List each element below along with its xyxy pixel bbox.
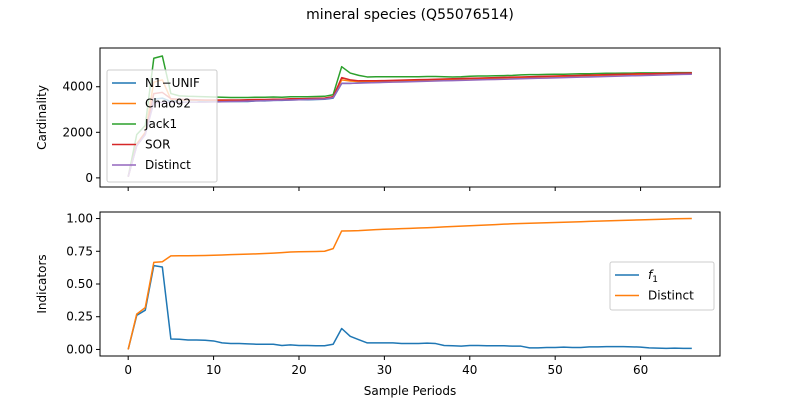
series-line-distinct bbox=[127, 217, 692, 350]
y-tick-label: 0.75 bbox=[66, 244, 93, 258]
legend-label-chao92: Chao92 bbox=[145, 97, 191, 111]
y-tick-label: 2000 bbox=[62, 125, 93, 139]
series-line-jack1 bbox=[127, 55, 692, 177]
series-line-sor bbox=[127, 72, 692, 177]
legend-box bbox=[106, 69, 218, 183]
legend-label-n1-unif: N1−UNIF bbox=[145, 76, 200, 90]
plot-frame bbox=[99, 47, 721, 188]
y-axis-title: Indicators bbox=[35, 254, 49, 313]
y-tick-label: 0 bbox=[85, 171, 93, 185]
y-tick-label: 1.00 bbox=[66, 212, 93, 226]
y-tick-label: 4000 bbox=[62, 80, 93, 94]
x-tick-label: 0 bbox=[124, 363, 132, 377]
x-axis-title: Sample Periods bbox=[364, 384, 456, 398]
legend-label-distinct: Distinct bbox=[648, 289, 694, 303]
legend-label-sor: SOR bbox=[145, 138, 170, 152]
legend-label-jack1: Jack1 bbox=[144, 117, 177, 131]
x-tick-label: 20 bbox=[291, 363, 306, 377]
series-line-distinct bbox=[127, 73, 692, 177]
y-tick-label: 0.25 bbox=[66, 310, 93, 324]
x-tick-label: 40 bbox=[462, 363, 477, 377]
legend: f1 Distinct bbox=[609, 261, 715, 311]
indicators-panel: 0 10 20 30 40 50 60 0.00 0.25 0.50 0.75 1.00 Indicat… bbox=[35, 211, 721, 398]
y-axis-title: Cardinality bbox=[35, 85, 49, 150]
x-tick-label: 30 bbox=[377, 363, 392, 377]
y-tick-label: 0.00 bbox=[66, 342, 93, 356]
x-tick-label: 50 bbox=[548, 363, 563, 377]
figure-title: mineral species (Q55076514) bbox=[306, 7, 514, 23]
legend: N1−UNIF Chao92 Jack1 SOR Distinct bbox=[106, 69, 218, 183]
cardinality-panel: 0 2000 4000 Cardinality N1−UNIF Chao92 Jack1 SO… bbox=[35, 47, 721, 191]
legend-label-distinct: Distinct bbox=[145, 158, 191, 172]
legend-box bbox=[609, 261, 715, 311]
y-tick-label: 0.50 bbox=[66, 277, 93, 291]
x-tick-label: 10 bbox=[206, 363, 221, 377]
x-tick-label: 60 bbox=[633, 363, 648, 377]
legend-label-f1: f1 bbox=[648, 268, 658, 285]
series-line-f1 bbox=[127, 264, 692, 350]
